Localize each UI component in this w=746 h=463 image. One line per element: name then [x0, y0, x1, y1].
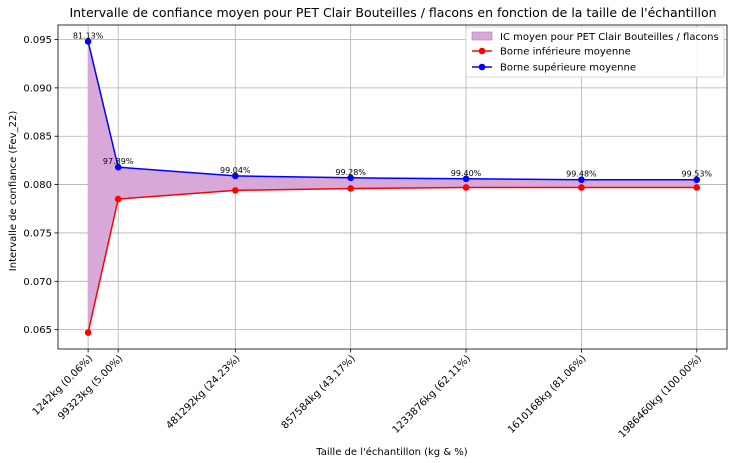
data-label: 99.28% — [335, 168, 366, 177]
y-tick-label: 0.075 — [23, 228, 52, 239]
legend-marker-upper — [478, 63, 486, 71]
plot-frame — [57, 24, 728, 350]
lower-bound-line — [87, 186, 697, 333]
x-tick-label: 1233876kg (62.11%) — [391, 353, 474, 436]
upper-bound-point — [114, 163, 122, 171]
lower-bound-point — [578, 184, 585, 191]
upper-bound-point — [84, 38, 92, 45]
legend-marker-lower — [478, 47, 486, 55]
legend-label-lower: Borne inférieure moyenne — [500, 46, 631, 58]
y-tick-label: 0.085 — [23, 132, 52, 143]
plot-area: 81.13% 97.89% 99.04% 99.28% 99.40% 99.48% 99.5… — [23, 24, 728, 440]
confidence-band — [88, 41, 697, 333]
lower-bound-point — [462, 184, 470, 191]
legend-box — [465, 26, 725, 78]
legend: IC moyen pour PET Clair Bouteilles / fla… — [465, 26, 725, 78]
x-tick-label: 481292kg (24.23%) — [164, 353, 242, 431]
upper-bound-point — [693, 176, 701, 184]
chart-title: Intervalle de confiance moyen pour PET C… — [69, 5, 716, 20]
y-tick-label: 0.090 — [23, 83, 52, 94]
lower-bound-point — [347, 185, 354, 192]
lower-bound-point — [232, 187, 239, 194]
legend-label-band: IC moyen pour PET Clair Bouteilles / fla… — [500, 32, 719, 43]
x-axis-label: Taille de l'échantillon (kg & %) — [315, 446, 467, 458]
legend-swatch-band — [471, 31, 493, 41]
data-label: 99.48% — [566, 170, 597, 179]
upper-bound-point — [578, 176, 585, 184]
y-tick-label: 0.080 — [23, 180, 52, 191]
upper-bound-point — [232, 172, 239, 180]
x-tick-label: 1986460kg (100.00%) — [617, 353, 704, 440]
x-tick-label: 1610168kg (81.06%) — [506, 353, 589, 436]
data-label: 97.89% — [103, 157, 134, 166]
legend-label-upper: Borne supérieure moyenne — [500, 62, 636, 74]
y-tick-label: 0.070 — [23, 277, 52, 288]
data-label: 99.40% — [451, 169, 482, 178]
upper-bound-point — [347, 174, 354, 182]
x-tick-label: 857584kg (43.17%) — [280, 353, 358, 431]
y-tick-label: 0.065 — [23, 325, 52, 336]
lower-bound-point — [693, 184, 701, 191]
data-label: 81.13% — [73, 31, 104, 40]
y-tick-label: 0.095 — [23, 35, 52, 46]
data-label: 99.04% — [220, 166, 251, 175]
lower-bound-point — [84, 329, 92, 336]
y-axis-label: Intervalle de confiance (Fev_22) — [8, 111, 19, 272]
data-label: 99.53% — [682, 170, 713, 179]
upper-bound-point — [462, 175, 470, 183]
lower-bound-point — [114, 195, 122, 203]
